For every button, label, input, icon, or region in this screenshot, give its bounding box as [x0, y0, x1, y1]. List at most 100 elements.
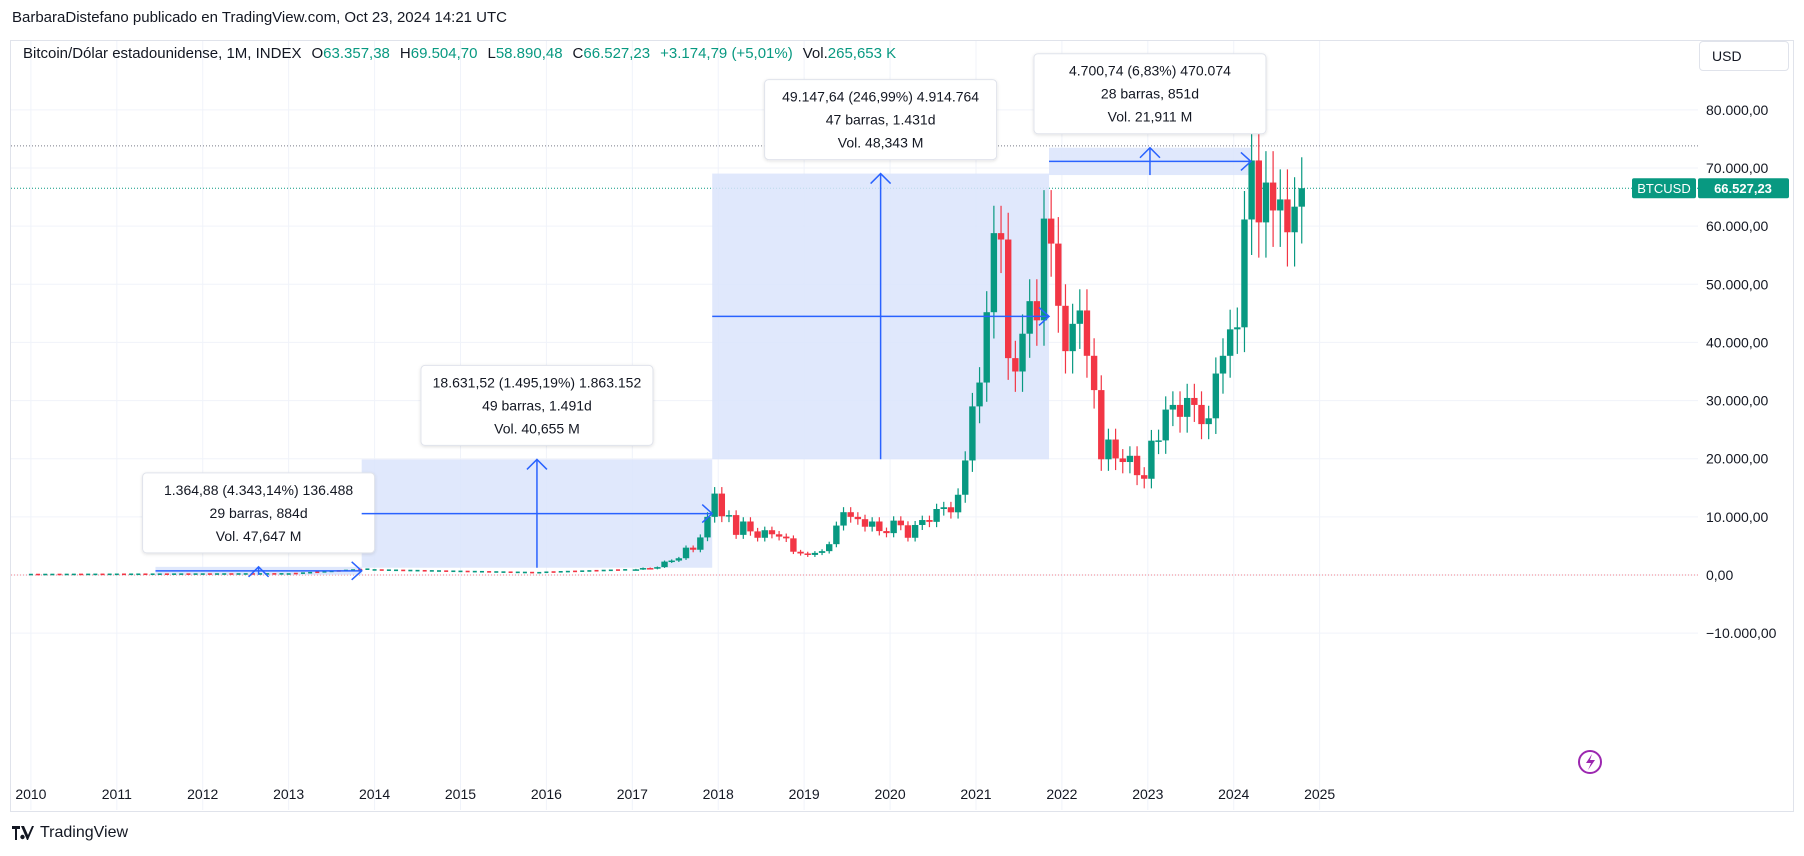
candle: [826, 544, 833, 552]
price-tag-price: 66.527,23: [1714, 181, 1772, 196]
candle: [573, 570, 578, 573]
measure-label: 1.364,88 (4.343,14%) 136.488 29 barras, 8…: [142, 472, 376, 554]
price-tag-price-box: [1698, 178, 1789, 199]
x-tick-label: 2010: [15, 786, 46, 802]
tradingview-logo[interactable]: TradingView: [12, 824, 128, 842]
candle: [1298, 188, 1305, 207]
legend-open: 63.357,38: [323, 45, 390, 62]
y-tick-label: 60.000,00: [1706, 218, 1768, 234]
candle: [675, 558, 683, 561]
candle: [983, 312, 990, 383]
candle: [1012, 358, 1019, 372]
candle: [668, 560, 675, 563]
candle: [415, 569, 420, 572]
legend-symbol[interactable]: Bitcoin/Dólar estadounidense, 1M, INDEX: [23, 45, 302, 62]
measure-label-box: [1033, 53, 1267, 135]
arrow-head-up-icon: [248, 565, 270, 578]
candle: [847, 512, 854, 517]
candle: [265, 573, 270, 575]
legend-vol-label: Vol.: [802, 45, 828, 62]
x-tick-label: 2017: [617, 786, 648, 802]
lightning-icon[interactable]: [1578, 750, 1602, 774]
candle: [768, 530, 776, 535]
candle: [976, 382, 983, 407]
tradingview-logo-icon: [12, 826, 34, 840]
candle: [272, 573, 277, 575]
candle: [100, 573, 105, 576]
candle: [243, 573, 248, 575]
price-tag-symbol-box: [1632, 178, 1696, 199]
candle: [71, 573, 76, 576]
candle: [150, 573, 155, 576]
candle: [647, 568, 654, 570]
x-tick-label: 2020: [874, 786, 905, 802]
arrow-head-right-icon: [1038, 306, 1051, 326]
candle: [954, 494, 962, 513]
candle: [1133, 455, 1141, 476]
candle: [740, 521, 747, 535]
candle: [129, 573, 134, 576]
legend-close: 66.527,23: [583, 45, 651, 62]
candle: [286, 573, 291, 575]
candle: [1019, 333, 1026, 372]
y-tick-label: 30.000,00: [1706, 393, 1768, 409]
x-tick-label: 2011: [102, 786, 132, 802]
legend-close-label: C: [572, 45, 584, 62]
candle: [1291, 206, 1298, 233]
legend-open-label: O: [311, 45, 324, 62]
price-tag-symbol: BTCUSD: [1637, 181, 1690, 196]
candle: [790, 538, 797, 552]
candle: [1112, 439, 1119, 459]
candle: [1205, 418, 1212, 425]
candle: [1026, 301, 1033, 334]
candle: [36, 573, 41, 576]
candle: [1255, 160, 1262, 223]
y-tick-label: −10.000,00: [1706, 625, 1777, 641]
candle: [1183, 397, 1191, 417]
arrow-head-up-icon: [1139, 146, 1161, 159]
legend-low-label: L: [487, 45, 496, 62]
measure-label-text: 47 barras, 1.431d: [826, 112, 936, 128]
candle: [818, 551, 826, 553]
candle: [783, 536, 790, 539]
measure-label: 18.631,52 (1.495,19%) 1.863.152 49 barras…: [420, 364, 654, 446]
candle: [883, 531, 890, 534]
measure-label-text: 49.147,64 (246,99%) 4.914.764: [782, 89, 979, 105]
candle: [1126, 455, 1134, 463]
candle: [890, 520, 897, 534]
candle: [308, 571, 313, 574]
x-tick-label: 2014: [359, 786, 390, 802]
candle: [429, 570, 434, 572]
candle: [615, 569, 620, 571]
candle: [632, 569, 640, 571]
candle: [1069, 323, 1076, 352]
candle: [1062, 305, 1069, 352]
candle: [1191, 397, 1198, 405]
y-tick-label: 20.000,00: [1706, 451, 1768, 467]
candle: [1234, 327, 1241, 330]
x-tick-label: 2018: [703, 786, 734, 802]
candle: [365, 568, 370, 571]
legend-low: 58.890,48: [495, 45, 563, 62]
candle: [386, 569, 391, 571]
candle: [990, 233, 998, 313]
candle: [537, 571, 542, 574]
candle: [458, 570, 463, 573]
measure-arrows: 1.364,88 (4.343,14%) 136.488 29 barras, 8…: [142, 53, 1267, 581]
arrow-head-right-icon: [351, 561, 363, 581]
candle: [682, 547, 690, 559]
candle: [1119, 458, 1126, 463]
x-tick-label: 2021: [960, 786, 991, 802]
currency-button[interactable]: USD: [1699, 41, 1789, 71]
x-tick-label: 2012: [187, 786, 218, 802]
price-tag: BTCUSD 66.527,23: [1632, 178, 1789, 199]
candle: [811, 552, 819, 555]
candle: [1083, 310, 1091, 356]
measure-label-text: 28 barras, 851d: [1101, 86, 1199, 102]
candle: [379, 569, 384, 571]
x-tick-label: 2024: [1218, 786, 1249, 802]
candle: [107, 573, 112, 576]
candle: [1148, 440, 1155, 479]
candle: [279, 573, 284, 575]
